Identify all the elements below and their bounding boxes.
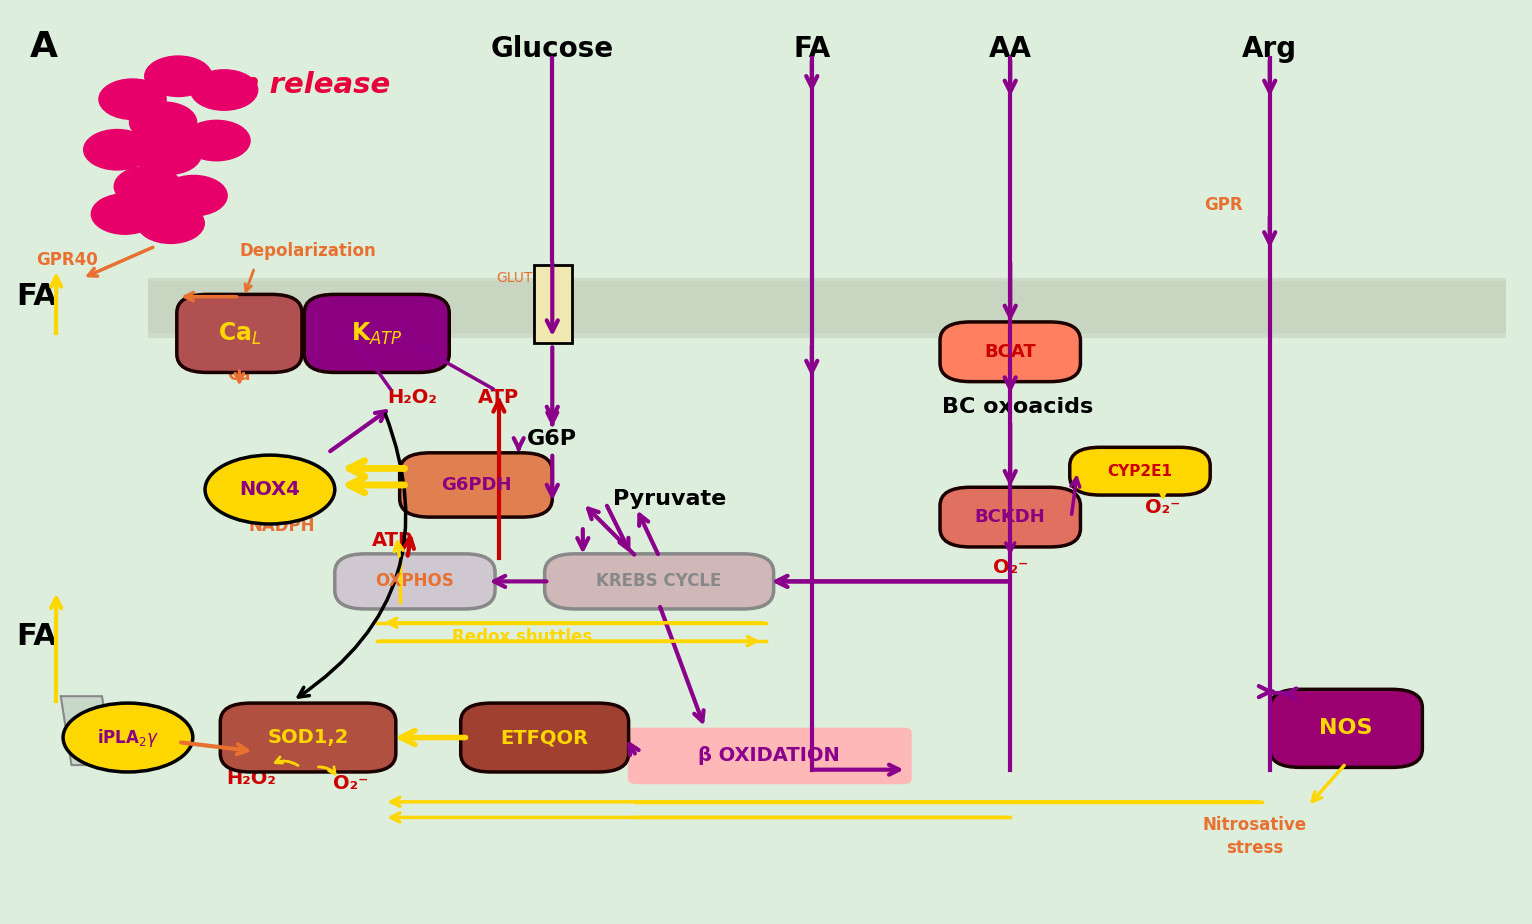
Text: ATP: ATP — [371, 530, 412, 550]
Text: NADPH: NADPH — [248, 517, 316, 535]
FancyBboxPatch shape — [461, 703, 628, 772]
FancyBboxPatch shape — [1069, 447, 1210, 495]
FancyBboxPatch shape — [1270, 689, 1422, 768]
Bar — [147, 278, 1506, 338]
Text: Redox shuttles: Redox shuttles — [452, 627, 591, 646]
Text: stress: stress — [1226, 839, 1284, 857]
Ellipse shape — [63, 703, 193, 772]
Circle shape — [100, 79, 165, 119]
Text: Pyruvate: Pyruvate — [613, 489, 726, 509]
Text: iPLA$_2$$\gamma$: iPLA$_2$$\gamma$ — [97, 726, 159, 748]
Text: OXPHOS: OXPHOS — [375, 572, 455, 590]
FancyBboxPatch shape — [535, 264, 571, 343]
Text: BCKDH: BCKDH — [974, 508, 1046, 526]
Text: A: A — [31, 30, 58, 65]
Text: O₂⁻: O₂⁻ — [332, 774, 368, 793]
Text: O₂⁻: O₂⁻ — [1146, 498, 1181, 517]
Text: O₂⁻: O₂⁻ — [993, 558, 1028, 578]
Circle shape — [159, 176, 227, 216]
Text: BCAT: BCAT — [985, 343, 1036, 360]
Text: NOS: NOS — [1319, 718, 1373, 738]
Text: G6P: G6P — [527, 429, 578, 449]
Text: AA: AA — [988, 35, 1031, 63]
FancyBboxPatch shape — [176, 295, 302, 372]
Text: Depolarization: Depolarization — [239, 242, 377, 260]
Text: Glucose: Glucose — [490, 35, 614, 63]
Circle shape — [92, 194, 158, 234]
Text: H₂O₂: H₂O₂ — [388, 388, 437, 407]
Text: Insulin release: Insulin release — [149, 71, 391, 100]
Text: GLUT: GLUT — [496, 272, 532, 286]
FancyBboxPatch shape — [941, 487, 1080, 547]
Text: β OXIDATION: β OXIDATION — [699, 747, 840, 765]
Text: GPR40: GPR40 — [37, 251, 98, 269]
Polygon shape — [61, 696, 113, 765]
Text: KREBS CYCLE: KREBS CYCLE — [596, 572, 722, 590]
Text: SOD1,2: SOD1,2 — [268, 728, 349, 747]
Circle shape — [136, 203, 204, 243]
FancyArrowPatch shape — [299, 414, 406, 697]
Circle shape — [135, 134, 201, 175]
Text: Ca$_L$: Ca$_L$ — [218, 321, 262, 346]
Bar — [147, 304, 1506, 334]
Text: Arg: Arg — [1242, 35, 1298, 63]
Text: H₂O₂: H₂O₂ — [227, 770, 276, 788]
Circle shape — [84, 129, 150, 170]
Text: ETFQOR: ETFQOR — [501, 728, 588, 747]
FancyBboxPatch shape — [305, 295, 449, 372]
Text: FA: FA — [15, 622, 57, 651]
Circle shape — [182, 120, 250, 161]
FancyBboxPatch shape — [400, 453, 553, 517]
Ellipse shape — [205, 456, 336, 524]
Text: CYP2E1: CYP2E1 — [1108, 464, 1172, 479]
Text: GPR: GPR — [1204, 196, 1244, 213]
Bar — [147, 281, 1506, 310]
Text: ATP: ATP — [478, 388, 519, 407]
FancyBboxPatch shape — [941, 322, 1080, 382]
Circle shape — [190, 70, 257, 110]
Text: FA: FA — [794, 35, 830, 63]
Text: BC oxoacids: BC oxoacids — [942, 397, 1094, 417]
FancyBboxPatch shape — [545, 553, 774, 609]
Circle shape — [115, 166, 181, 207]
Text: G6PDH: G6PDH — [441, 476, 512, 494]
Text: Nitrosative: Nitrosative — [1203, 816, 1307, 833]
Text: NOX4: NOX4 — [239, 480, 300, 499]
FancyBboxPatch shape — [221, 703, 395, 772]
Circle shape — [144, 56, 211, 96]
FancyBboxPatch shape — [336, 553, 495, 609]
FancyBboxPatch shape — [628, 728, 912, 784]
Text: K$_{ATP}$: K$_{ATP}$ — [351, 321, 403, 346]
Text: Ca²⁺: Ca²⁺ — [227, 366, 267, 383]
Circle shape — [130, 102, 196, 142]
Text: FA: FA — [15, 282, 57, 311]
